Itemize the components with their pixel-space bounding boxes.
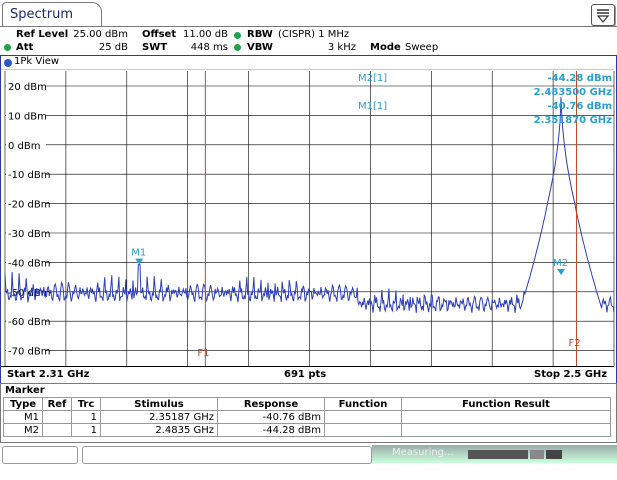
cell-stimulus: 2.4835 GHz xyxy=(100,423,218,437)
table-row[interactable]: M2 1 2.4835 GHz -44.28 dBm xyxy=(3,423,611,437)
vbw-indicator-icon xyxy=(234,44,241,51)
col-trc: Trc xyxy=(71,397,101,411)
menu-button[interactable] xyxy=(591,4,615,26)
cell-trc: 1 xyxy=(71,423,101,437)
readout-label: M2[1] xyxy=(358,73,387,84)
marker-table-header: Type Ref Trc Stimulus Response Function … xyxy=(3,397,611,411)
mode-value[interactable]: Sweep xyxy=(405,42,439,53)
y-tick-label: -10 dBm xyxy=(8,170,50,181)
cell-result xyxy=(401,410,611,424)
cell-function xyxy=(324,423,402,437)
trace-line xyxy=(4,97,615,313)
y-tick-label: 0 dBm xyxy=(8,141,41,152)
marker-label: M2 xyxy=(553,258,568,269)
tab-title: Spectrum xyxy=(10,7,73,22)
readout-level: -44.28 dBm xyxy=(548,73,612,84)
settings-bar: Ref Level 25.00 dBm Offset 11.00 dB RBW … xyxy=(0,26,617,57)
tab-spectrum[interactable]: Spectrum xyxy=(2,2,102,27)
y-tick-bg xyxy=(6,344,46,357)
grid xyxy=(4,71,615,366)
y-tick-bg xyxy=(6,168,46,181)
rbw-value[interactable]: (CISPR) 1 MHz xyxy=(278,29,350,40)
col-function: Function xyxy=(324,397,402,411)
col-response: Response xyxy=(217,397,325,411)
stop-frequency: Stop 2.5 GHz xyxy=(534,369,608,380)
y-tick-label: -60 dBm xyxy=(8,317,50,328)
y-tick-bg xyxy=(6,80,46,92)
line-label: F1 xyxy=(197,348,209,359)
readout-label: M1[1] xyxy=(358,101,387,112)
rbw-indicator-icon xyxy=(234,32,241,39)
y-tick-bg xyxy=(6,109,46,122)
marker-readout: M2[1] -44.28 dBm 2.483500 GHz M1[1] -40.76 d… xyxy=(358,73,613,126)
col-ref: Ref xyxy=(42,397,72,411)
frequency-axis-bar: Start 2.31 GHz 691 pts Stop 2.5 GHz xyxy=(1,366,614,383)
view-title-bar: 1Pk View xyxy=(1,56,614,70)
mode-label: Mode xyxy=(370,42,401,53)
table-row[interactable]: M1 1 2.35187 GHz -40.76 dBm xyxy=(3,410,611,424)
cell-response: -40.76 dBm xyxy=(217,410,325,424)
marker-m1-icon[interactable] xyxy=(135,258,144,265)
measuring-indicator: Measuring... xyxy=(372,445,617,463)
y-axis-ticks: 20 dBm 10 dBm 0 dBm -10 dBm -20 dBm -30 dBm -4… xyxy=(6,80,50,358)
dropdown-menu-icon xyxy=(596,9,610,23)
cell-type: M1 xyxy=(3,410,43,424)
y-tick-label: 20 dBm xyxy=(8,82,47,93)
cell-ref xyxy=(42,410,72,424)
marker-label: M1 xyxy=(131,248,146,259)
swt-value[interactable]: 448 ms xyxy=(190,42,228,53)
cell-stimulus: 2.35187 GHz xyxy=(100,410,218,424)
status-field-1[interactable] xyxy=(2,446,78,464)
marker-m2-icon[interactable] xyxy=(557,268,566,275)
line-label: F2 xyxy=(568,338,580,349)
att-label: Att xyxy=(16,42,34,53)
marker-table: Type Ref Trc Stimulus Response Function … xyxy=(3,397,611,437)
col-function-result: Function Result xyxy=(401,397,611,411)
y-tick-label: -70 dBm xyxy=(8,347,50,358)
att-value[interactable]: 25 dB xyxy=(98,42,128,53)
y-tick-label: -20 dBm xyxy=(8,200,50,211)
ref-level-label: Ref Level xyxy=(16,29,69,40)
start-frequency: Start 2.31 GHz xyxy=(7,369,90,380)
col-type: Type xyxy=(3,397,43,411)
cell-result xyxy=(401,423,611,437)
cell-type: M2 xyxy=(3,423,43,437)
y-tick-bg xyxy=(6,197,46,210)
vbw-value[interactable]: 3 kHz xyxy=(327,42,356,53)
readout-frequency: 2.483500 GHz xyxy=(534,87,613,98)
col-stimulus: Stimulus xyxy=(100,397,218,411)
y-tick-label: -40 dBm xyxy=(8,258,50,269)
trace-indicator-icon xyxy=(4,59,12,67)
frequency-lines: F1 F2 xyxy=(197,71,581,366)
readout-frequency: 2.351870 GHz xyxy=(534,115,613,126)
progress-icon xyxy=(468,450,562,459)
readout-level: -40.76 dBm xyxy=(548,101,612,112)
att-indicator-icon xyxy=(4,44,11,51)
y-tick-bg xyxy=(6,256,46,269)
y-tick-bg xyxy=(6,315,46,328)
cell-response: -44.28 dBm xyxy=(217,423,325,437)
cell-ref xyxy=(42,423,72,437)
y-tick-label: 10 dBm xyxy=(8,111,47,122)
markers: M1 M2 xyxy=(131,248,568,275)
ref-level-value[interactable]: 25.00 dBm xyxy=(73,29,128,40)
status-field-2[interactable] xyxy=(82,446,372,464)
rbw-label: RBW xyxy=(247,29,273,40)
y-tick-bg xyxy=(6,138,46,151)
marker-table-title: Marker xyxy=(5,385,45,396)
cell-function xyxy=(324,410,402,424)
offset-value[interactable]: 11.00 dB xyxy=(182,29,228,40)
cell-trc: 1 xyxy=(71,410,101,424)
vbw-label: VBW xyxy=(247,42,273,53)
y-tick-bg xyxy=(6,227,46,239)
offset-label: Offset xyxy=(142,29,177,40)
sweep-points: 691 pts xyxy=(284,369,327,380)
view-title: 1Pk View xyxy=(14,56,60,67)
measuring-text: Measuring... xyxy=(392,447,454,458)
swt-label: SWT xyxy=(142,42,168,53)
y-tick-label: -30 dBm xyxy=(8,229,50,240)
